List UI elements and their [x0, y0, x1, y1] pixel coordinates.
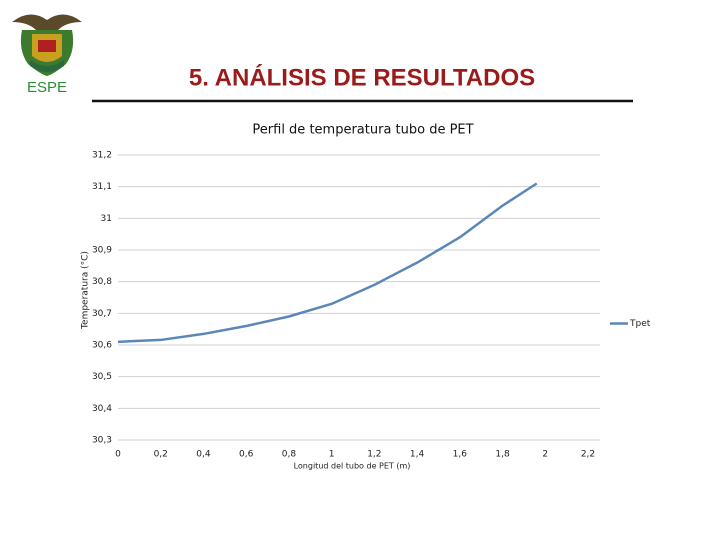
y-tick-label: 31,2	[92, 151, 112, 161]
y-tick-label: 30,5	[92, 372, 112, 382]
legend-label: Tpet	[629, 319, 651, 329]
y-tick-label: 30,8	[92, 277, 112, 287]
y-tick-label: 30,7	[92, 309, 112, 319]
x-tick-label: 2,2	[581, 450, 595, 460]
x-tick-label: 0,6	[239, 450, 254, 460]
x-tick-label: 0,8	[282, 450, 297, 460]
x-tick-label: 0,4	[196, 450, 211, 460]
chart-title: Perfil de temperatura tubo de PET	[252, 123, 473, 138]
x-tick-label: 1,6	[453, 450, 468, 460]
x-axis-label: Longitud del tubo de PET (m)	[294, 462, 411, 471]
x-tick-label: 0,2	[154, 450, 168, 460]
x-tick-label: 2	[542, 450, 548, 460]
x-tick-label: 0	[115, 450, 121, 460]
logo-text: ESPE	[27, 79, 67, 96]
x-tick-label: 1,4	[410, 450, 425, 460]
y-tick-label: 31	[101, 214, 112, 224]
logo-emblem	[12, 14, 82, 76]
slide-title: 5. ANÁLISIS DE RESULTADOS	[189, 63, 535, 91]
y-tick-label: 30,4	[92, 404, 112, 414]
y-tick-label: 30,6	[92, 341, 112, 351]
x-tick-label: 1,8	[495, 450, 510, 460]
y-tick-label: 30,9	[92, 246, 112, 256]
series-line	[117, 182, 538, 344]
y-tick-label: 30,3	[92, 436, 112, 446]
x-tick-label: 1,2	[367, 450, 381, 460]
x-tick-label: 1	[329, 450, 335, 460]
y-axis-label: Temperatura (°C)	[81, 251, 91, 330]
y-tick-label: 31,1	[92, 182, 112, 192]
